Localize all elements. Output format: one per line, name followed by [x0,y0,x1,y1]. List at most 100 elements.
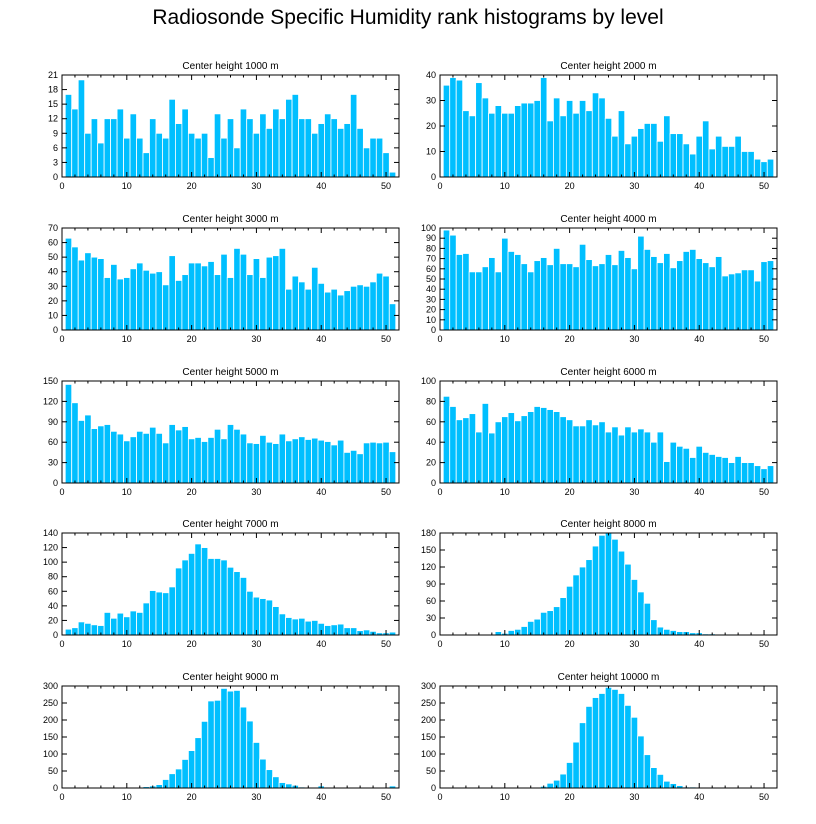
histogram-bar [591,92,600,178]
histogram-bar [637,428,645,484]
panel-title: Center height 10000 m [558,672,660,683]
histogram-bar [721,457,729,484]
x-tick-label: 30 [629,487,639,497]
histogram-bar [624,143,632,178]
histogram-bar [324,291,332,331]
y-tick-label: 0 [53,325,58,335]
histogram-bar [220,687,228,789]
y-tick-label: 30 [426,294,436,304]
histogram-bar [252,742,261,789]
histogram-bar [304,118,312,178]
histogram-bar [734,135,742,178]
histogram-bar [291,438,299,484]
histogram-bar [324,625,332,636]
histogram-bar [213,699,222,789]
histogram-bar [753,465,762,484]
histogram-bar [455,419,464,484]
histogram-bar [501,237,509,331]
histogram-bar [220,253,228,331]
histogram-bar [330,118,338,178]
histogram-bar [630,431,639,484]
y-tick-label: 20 [48,296,58,306]
histogram-bar [285,288,293,331]
histogram-bar [226,277,235,331]
histogram-bar [213,113,222,178]
x-tick-label: 30 [251,181,261,191]
histogram-bar [162,284,170,331]
histogram-bar [656,140,664,178]
x-tick-label: 0 [437,792,442,802]
histogram-bar [356,284,364,331]
histogram-bar [727,145,736,178]
histogram-bar [533,100,541,178]
histogram-bar [259,758,267,789]
histogram-bar [656,262,664,331]
histogram-bar [129,268,137,331]
histogram-bar [565,100,574,178]
histogram-bar [123,277,131,331]
histogram-bar [766,465,775,484]
histogram-bar [527,271,535,331]
histogram-bar [682,447,690,484]
histogram-bar [591,697,600,789]
y-tick-label: 90 [426,579,436,589]
histogram-bar [168,586,176,636]
histogram-bar [103,118,112,178]
histogram-bar [136,612,144,636]
histogram-bar [213,558,222,636]
histogram-bar [252,596,261,636]
histogram-bar [330,288,338,331]
histogram-bar [669,441,677,484]
histogram-bar [200,441,209,484]
histogram-bar [285,440,293,484]
histogram-bar [643,123,652,178]
histogram-bar [676,445,684,484]
y-tick-label: 30 [426,613,436,623]
histogram-bar [650,256,658,331]
histogram-bar [740,462,749,484]
histogram-bar [559,263,567,331]
histogram-bar [520,263,528,331]
histogram-bar [181,274,189,331]
histogram-bar [187,262,196,331]
x-tick-label: 40 [316,792,326,802]
histogram-bar [226,118,235,178]
x-tick-label: 10 [122,792,132,802]
histogram-bar [142,432,150,484]
x-tick-label: 50 [381,639,391,649]
histogram-bar [747,462,755,484]
histogram-bar [64,237,73,331]
histogram-bar [311,437,319,484]
histogram-bar [643,754,652,789]
histogram-bar [149,272,157,331]
x-tick-label: 0 [59,334,64,344]
x-tick-label: 30 [629,639,639,649]
histogram-bar [246,442,254,484]
histogram-bar [604,254,613,331]
y-tick-label: 10 [48,310,58,320]
histogram-bar [272,443,280,484]
x-tick-label: 20 [187,639,197,649]
histogram-bar [611,689,619,789]
histogram-bar [643,602,652,636]
histogram-bar [553,247,561,331]
histogram-bar [585,559,593,636]
y-tick-label: 60 [426,264,436,274]
histogram-bar [343,451,351,484]
histogram-panel: Center height 3000 m 0 10 20 30 40 50 0 10 20 30 40… [48,214,400,344]
y-tick-label: 150 [421,545,436,555]
histogram-bar [540,611,548,636]
histogram-bar [213,274,222,331]
histogram-bar [369,441,377,484]
histogram-bar [239,253,248,331]
x-tick-label: 0 [59,639,64,649]
histogram-bar [181,759,189,789]
histogram-bar [142,152,150,178]
histogram-bar [617,550,626,636]
histogram-bar [611,264,619,331]
y-tick-label: 0 [431,172,436,182]
histogram-bar [604,431,613,484]
histogram-bar [702,262,710,331]
x-tick-label: 40 [694,487,704,497]
histogram-bar [598,534,606,636]
